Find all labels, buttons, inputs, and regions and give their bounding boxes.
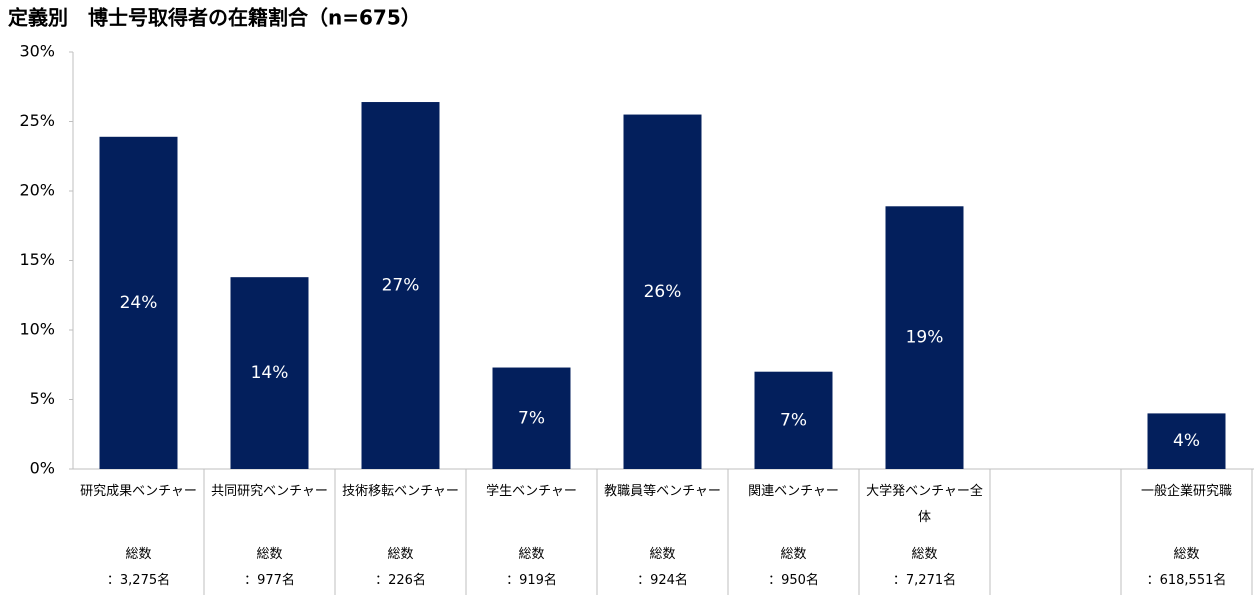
value-label: 27% — [382, 276, 420, 296]
x-tick-label: 技術移転ベンチャー — [342, 484, 459, 499]
value-label: 7% — [780, 410, 807, 430]
x-tick-label: 研究成果ベンチャー — [80, 484, 197, 499]
total-heading: 総数 — [125, 547, 152, 562]
total-label: ：977名 — [244, 573, 295, 588]
value-label: 19% — [906, 328, 944, 348]
total-label: ：3,275名 — [106, 573, 171, 588]
x-tick-label: 学生ベンチャー — [486, 484, 577, 499]
bar — [885, 206, 964, 470]
total-heading: 総数 — [518, 547, 545, 562]
y-tick-label: 25% — [19, 111, 55, 130]
y-tick-label: 20% — [19, 181, 55, 200]
value-label: 4% — [1173, 431, 1200, 451]
total-label: ：924名 — [637, 573, 688, 588]
value-label: 14% — [251, 363, 289, 383]
bar — [754, 371, 833, 469]
total-label: ：7,271名 — [892, 573, 957, 588]
total-label: ：618,551名 — [1146, 573, 1227, 588]
bar — [623, 114, 702, 470]
value-label: 26% — [644, 282, 682, 302]
total-label: ：226名 — [375, 573, 426, 588]
total-label: ：919名 — [506, 573, 557, 588]
y-tick-label: 0% — [30, 459, 55, 478]
value-label: 7% — [518, 408, 545, 428]
x-tick-label: 一般企業研究職 — [1140, 484, 1232, 499]
x-tick-label: 関連ベンチャー — [748, 484, 839, 499]
y-tick-label: 15% — [19, 250, 55, 269]
bar — [361, 102, 440, 469]
value-label: 24% — [120, 293, 158, 313]
chart-title: 定義別 博士号取得者の在籍割合（n=675） — [8, 6, 421, 30]
y-tick-label: 10% — [19, 320, 55, 339]
x-tick-label: 教職員等ベンチャー — [604, 484, 721, 499]
total-heading: 総数 — [911, 547, 938, 562]
total-heading: 総数 — [649, 547, 676, 562]
y-tick-label: 30% — [19, 42, 55, 61]
x-tick-label: 大学発ベンチャー全体 — [866, 484, 983, 525]
bar — [230, 277, 309, 469]
x-tick-label: 共同研究ベンチャー — [211, 484, 328, 499]
bar — [1147, 413, 1226, 469]
total-label: ：950名 — [768, 573, 819, 588]
total-heading: 総数 — [780, 547, 807, 562]
y-tick-label: 5% — [30, 389, 55, 408]
total-heading: 総数 — [1173, 547, 1200, 562]
total-heading: 総数 — [387, 547, 414, 562]
total-heading: 総数 — [256, 547, 283, 562]
bar — [492, 367, 571, 469]
bar — [99, 136, 178, 470]
